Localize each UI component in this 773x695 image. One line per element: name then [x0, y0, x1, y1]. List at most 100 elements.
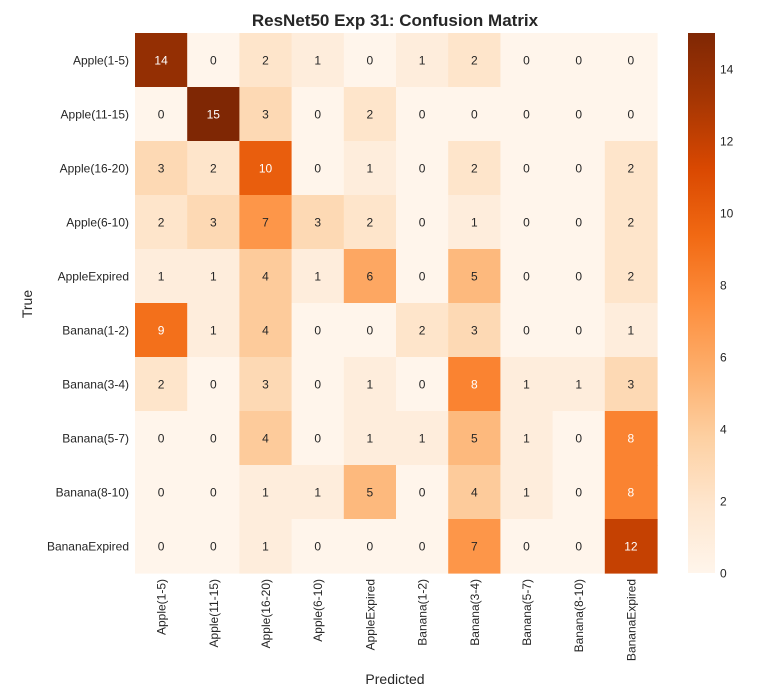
cell-value: 1 — [523, 378, 530, 392]
cell-value: 7 — [262, 216, 269, 230]
heatmap-cell — [239, 357, 293, 412]
y-tick-label: Banana(8-10) — [56, 486, 129, 500]
heatmap-cell — [239, 33, 293, 88]
cell-value: 2 — [628, 216, 635, 230]
cell-value: 0 — [575, 162, 582, 176]
x-tick-label: Apple(16-20) — [259, 579, 273, 648]
cell-value: 2 — [367, 216, 374, 230]
cell-value: 0 — [419, 216, 426, 230]
heatmap-cell — [135, 465, 188, 520]
heatmap-cell — [135, 141, 188, 196]
cell-value: 0 — [367, 540, 374, 554]
x-tick-label: Apple(6-10) — [311, 579, 325, 642]
cell-value: 1 — [158, 270, 165, 284]
cell-value: 7 — [471, 540, 478, 554]
heatmap-cell — [604, 465, 658, 520]
cell-value: 0 — [419, 270, 426, 284]
y-tick-label: Banana(3-4) — [62, 378, 129, 392]
heatmap-cell — [343, 33, 397, 88]
cell-value: 2 — [158, 216, 165, 230]
cell-value: 2 — [419, 324, 426, 338]
heatmap-cell — [552, 303, 606, 358]
cell-value: 10 — [259, 162, 273, 176]
heatmap-cell — [291, 195, 345, 250]
heatmap-cell — [239, 519, 293, 574]
y-tick-label: Apple(16-20) — [60, 162, 129, 176]
heatmap-cell — [291, 357, 345, 412]
cell-value: 1 — [210, 324, 217, 338]
cell-value: 0 — [628, 54, 635, 68]
heatmap-cell — [343, 519, 397, 574]
heatmap-cell — [343, 195, 397, 250]
heatmap-cell — [135, 303, 188, 358]
heatmap-cell — [135, 87, 188, 142]
heatmap-cell — [135, 195, 188, 250]
heatmap-cell — [448, 195, 501, 250]
cell-value: 0 — [419, 378, 426, 392]
y-tick-label: Banana(1-2) — [62, 324, 129, 338]
heatmap-cell — [500, 303, 554, 358]
heatmap-cell — [187, 357, 240, 412]
colorbar-tick-label: 10 — [720, 207, 734, 221]
y-tick-label: Apple(1-5) — [73, 54, 129, 68]
cell-value: 4 — [262, 324, 269, 338]
heatmap-cell — [604, 411, 658, 466]
x-tick-label: AppleExpired — [363, 579, 377, 650]
cell-value: 2 — [471, 54, 478, 68]
cell-value: 0 — [419, 162, 426, 176]
heatmap-cell — [187, 141, 240, 196]
cell-value: 4 — [262, 270, 269, 284]
cell-value: 0 — [314, 162, 321, 176]
heatmap-cell — [187, 303, 240, 358]
heatmap-cell — [500, 357, 554, 412]
heatmap-cell — [500, 195, 554, 250]
cell-value: 1 — [575, 378, 582, 392]
x-tick-labels: Apple(1-5) Apple(11-15) Apple(16-20) Apple(… — [155, 579, 639, 661]
heatmap-cell — [552, 465, 606, 520]
cell-value: 1 — [210, 270, 217, 284]
cell-value: 3 — [628, 378, 635, 392]
heatmap-cell — [239, 195, 293, 250]
heatmap-cell — [343, 141, 397, 196]
heatmap-cell — [604, 87, 658, 142]
heatmap-cell — [448, 303, 501, 358]
heatmap-cell — [187, 195, 240, 250]
cell-value: 0 — [575, 540, 582, 554]
heatmap-cell — [604, 303, 658, 358]
colorbar-tick-label: 4 — [720, 423, 727, 437]
colorbar-tick-label: 6 — [720, 351, 727, 365]
cell-value: 1 — [523, 486, 530, 500]
heatmap-cell — [343, 249, 397, 304]
cell-value: 1 — [314, 54, 321, 68]
cell-value: 0 — [628, 108, 635, 122]
heatmap-cell — [448, 33, 501, 88]
cell-value: 0 — [158, 432, 165, 446]
cell-value: 15 — [207, 108, 221, 122]
heatmap-cell — [500, 141, 554, 196]
cell-value: 1 — [523, 432, 530, 446]
x-tick-label: BananaExpired — [624, 579, 638, 661]
colorbar-ticks: 0 2 4 6 8 10 12 14 — [720, 63, 734, 581]
heatmap-cell — [239, 87, 293, 142]
heatmap-cell — [396, 87, 449, 142]
y-tick-labels: Apple(1-5) Apple(11-15) Apple(16-20) Apple(… — [47, 54, 129, 554]
colorbar-tick-label: 8 — [720, 279, 727, 293]
heatmap-cell — [291, 33, 345, 88]
cell-value: 1 — [367, 378, 374, 392]
cell-value: 0 — [575, 324, 582, 338]
heatmap-cell — [448, 519, 501, 574]
heatmap-cell — [604, 519, 658, 574]
heatmap-cell — [500, 465, 554, 520]
cell-value: 0 — [419, 108, 426, 122]
cell-value: 0 — [314, 432, 321, 446]
heatmap-cell — [291, 249, 345, 304]
heatmap-cell — [604, 249, 658, 304]
cell-value: 0 — [419, 540, 426, 554]
heatmap-cell — [396, 411, 449, 466]
x-tick-label: Apple(11-15) — [207, 579, 221, 647]
heatmap-cell — [448, 357, 501, 412]
cell-value: 0 — [210, 486, 217, 500]
heatmap-cell — [239, 465, 293, 520]
colorbar-tick-label: 2 — [720, 495, 727, 509]
heatmap-cell — [500, 519, 554, 574]
